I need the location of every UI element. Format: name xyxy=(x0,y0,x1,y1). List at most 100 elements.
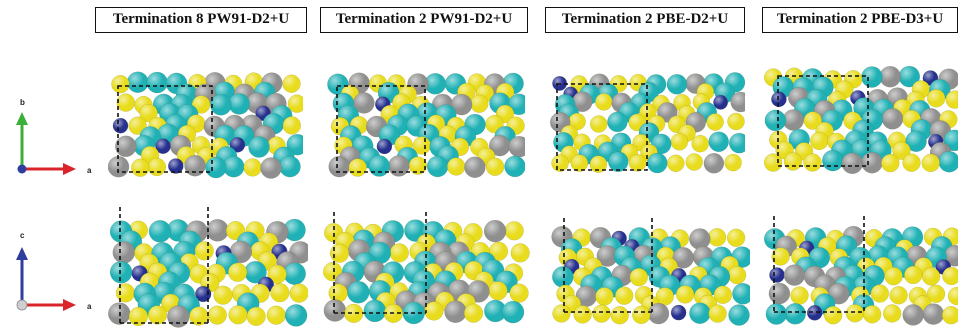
teal-atom xyxy=(607,111,628,133)
yellow-atom xyxy=(552,304,571,323)
axis-indicator-ac: c a xyxy=(16,231,92,311)
yellow-atom xyxy=(942,266,958,286)
yellow-atom xyxy=(902,153,921,172)
axis-origin xyxy=(17,164,27,174)
yellow-atom xyxy=(589,155,608,173)
yellow-atom xyxy=(691,134,709,153)
yellow-atom xyxy=(470,94,489,113)
yellow-atom xyxy=(228,305,248,325)
yellow-atom xyxy=(632,305,651,325)
navy-atom xyxy=(769,267,785,283)
teal-atom xyxy=(109,260,133,284)
gray-atom xyxy=(841,152,864,175)
navy-atom xyxy=(376,138,393,155)
yellow-atom xyxy=(389,243,409,263)
teal-atom xyxy=(784,303,806,325)
yellow-atom xyxy=(213,285,233,305)
yellow-atom xyxy=(592,304,611,323)
teal-atom xyxy=(210,94,232,116)
unit-cell-outline xyxy=(556,83,648,171)
gray-atom xyxy=(922,303,945,325)
yellow-atom xyxy=(488,281,508,301)
yellow-atom xyxy=(147,157,167,177)
gray-atom xyxy=(902,304,924,326)
gray-atom xyxy=(689,228,711,250)
yellow-atom xyxy=(803,111,822,130)
yellow-atom xyxy=(189,306,209,326)
yellow-atom xyxy=(194,241,214,261)
yellow-atom xyxy=(128,306,148,327)
gray-atom xyxy=(730,91,745,113)
yellow-atom xyxy=(408,156,428,175)
teal-atom xyxy=(127,71,149,93)
gray-atom xyxy=(444,300,467,323)
axis-indicator-ab: b a xyxy=(16,98,92,175)
teal-atom xyxy=(732,283,750,305)
yellow-atom xyxy=(904,265,923,285)
teal-atom xyxy=(283,262,306,285)
yellow-atom xyxy=(726,228,746,247)
structure-side-view-2 xyxy=(323,212,530,325)
yellow-atom xyxy=(803,153,822,172)
gray-atom xyxy=(108,155,130,178)
structure-side-view-4 xyxy=(763,216,958,326)
teal-atom xyxy=(728,304,750,326)
navy-atom xyxy=(806,304,823,321)
structure-top-view-1 xyxy=(108,71,303,179)
teal-atom xyxy=(938,150,958,173)
axis-arrowhead-a xyxy=(63,163,76,175)
navy-atom xyxy=(670,304,687,321)
structure-top-view-2 xyxy=(327,72,525,178)
yellow-atom xyxy=(447,157,466,176)
yellow-atom xyxy=(191,95,211,114)
axis-label-a: a xyxy=(87,166,92,175)
navy-atom xyxy=(713,94,729,110)
teal-atom xyxy=(708,131,729,152)
yellow-atom xyxy=(551,154,569,172)
teal-atom xyxy=(368,155,390,177)
gray-atom xyxy=(672,247,694,269)
yellow-atom xyxy=(884,267,903,286)
yellow-atom xyxy=(921,267,941,286)
yellow-atom xyxy=(667,154,685,173)
axis-origin-2 xyxy=(16,299,28,311)
yellow-atom xyxy=(941,306,958,325)
yellow-atom xyxy=(945,90,958,109)
navy-atom xyxy=(195,285,212,303)
yellow-atom xyxy=(675,285,695,304)
yellow-atom xyxy=(111,75,130,94)
yellow-atom xyxy=(824,306,843,325)
gray-atom xyxy=(388,155,410,177)
yellow-atom xyxy=(790,286,809,305)
yellow-atom xyxy=(889,286,908,305)
gray-atom xyxy=(206,219,229,242)
yellow-atom xyxy=(131,158,150,177)
unit-cell-outline xyxy=(777,75,869,167)
yellow-atom xyxy=(289,283,308,303)
yellow-atom xyxy=(243,158,262,177)
yellow-atom xyxy=(870,284,889,303)
yellow-atom xyxy=(783,152,803,171)
teal-atom xyxy=(363,299,387,323)
yellow-atom xyxy=(228,262,248,282)
gray-atom xyxy=(323,299,347,322)
teal-atom xyxy=(146,71,168,94)
axis-label-b: b xyxy=(20,98,25,107)
yellow-atom xyxy=(881,153,900,173)
yellow-atom xyxy=(610,306,629,325)
yellow-atom xyxy=(348,158,367,177)
panel-title-1: Termination 8 PW91-D2+U xyxy=(95,7,307,33)
gray-atom xyxy=(647,302,670,325)
panel-title-2: Termination 2 PW91-D2+U xyxy=(320,7,528,33)
yellow-atom xyxy=(921,153,940,173)
navy-atom xyxy=(167,158,184,174)
yellow-atom xyxy=(139,103,158,123)
gray-atom xyxy=(703,153,725,174)
panel-title-3: Termination 2 PBE-D2+U xyxy=(545,7,745,33)
yellow-atom xyxy=(724,153,742,172)
yellow-atom xyxy=(424,301,444,321)
yellow-atom xyxy=(863,305,882,324)
yellow-atom xyxy=(927,89,946,108)
yellow-atom xyxy=(570,154,589,172)
yellow-atom xyxy=(670,133,689,151)
